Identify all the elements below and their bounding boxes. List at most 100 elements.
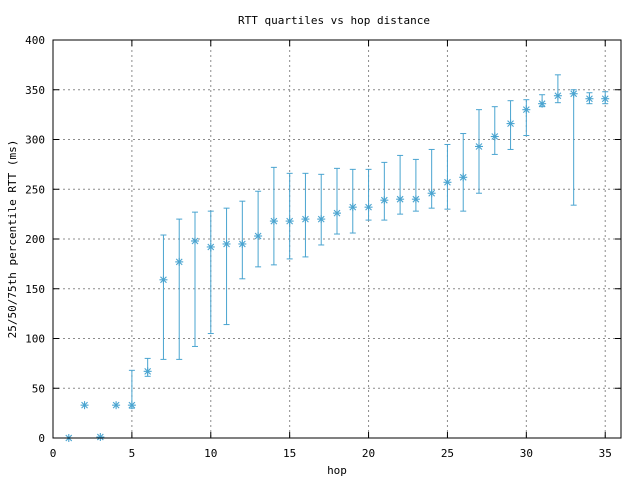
median-marker xyxy=(411,195,420,204)
median-marker xyxy=(254,232,263,241)
marker-stroke xyxy=(396,195,404,203)
error-bar xyxy=(207,210,214,335)
error-bar xyxy=(476,109,482,194)
error-bar xyxy=(444,143,451,210)
ticks xyxy=(52,39,621,439)
x-tick-label: 20 xyxy=(362,447,375,460)
x-tick-label: 35 xyxy=(599,447,612,460)
marker-stroke xyxy=(538,100,546,108)
y-tick-label: 300 xyxy=(25,134,45,147)
marker-stroke xyxy=(175,258,183,266)
error-bar xyxy=(176,218,183,360)
y-tick-label: 200 xyxy=(25,233,45,246)
marker-stroke xyxy=(428,189,436,197)
x-tick-label: 5 xyxy=(129,447,136,460)
median-marker xyxy=(427,189,436,198)
median-marker xyxy=(222,239,231,248)
grid xyxy=(53,40,621,438)
error-bar xyxy=(397,154,404,215)
error-bar xyxy=(318,173,325,246)
error-bar xyxy=(428,148,435,209)
error-bar xyxy=(349,168,356,234)
y-tick-label: 250 xyxy=(25,183,45,196)
marker-stroke xyxy=(96,433,104,441)
median-marker xyxy=(475,142,483,151)
median-marker xyxy=(538,99,547,108)
x-tick-label: 15 xyxy=(283,447,296,460)
marker-stroke xyxy=(238,240,246,248)
median-marker xyxy=(348,203,357,212)
median-marker xyxy=(96,433,105,442)
median-marker xyxy=(285,217,294,226)
marker-stroke xyxy=(601,95,609,103)
error-bar xyxy=(270,166,277,266)
error-bar xyxy=(255,190,262,268)
marker-stroke xyxy=(507,120,514,127)
error-bar xyxy=(286,172,293,260)
y-tick-label: 50 xyxy=(32,382,45,395)
error-bar xyxy=(160,234,167,360)
median-marker xyxy=(80,401,89,410)
median-marker xyxy=(553,91,562,100)
median-marker xyxy=(459,173,468,182)
error-bar xyxy=(460,133,467,212)
y-tick-label: 150 xyxy=(25,283,45,296)
marker-stroke xyxy=(459,173,467,181)
median-marker xyxy=(569,89,578,98)
error-bar xyxy=(334,167,340,235)
chart-title: RTT quartiles vs hop distance xyxy=(238,14,430,27)
y-tick-label: 100 xyxy=(25,333,45,346)
marker-stroke xyxy=(128,401,136,409)
marker-stroke xyxy=(522,106,530,114)
marker-stroke xyxy=(144,367,152,375)
marker-stroke xyxy=(286,217,294,225)
marker-stroke xyxy=(412,195,420,203)
median-marker xyxy=(522,105,531,114)
marker-stroke xyxy=(380,196,388,204)
median-marker xyxy=(317,215,326,224)
marker-stroke xyxy=(254,232,262,240)
median-marker xyxy=(301,215,310,224)
y-tick-label: 350 xyxy=(25,84,45,97)
marker-stroke xyxy=(223,240,230,248)
x-axis-label: hop xyxy=(327,464,347,477)
median-marker xyxy=(601,94,610,103)
y-axis-label: 25/50/75th percentile RTT (ms) xyxy=(6,140,19,339)
errorbars xyxy=(128,74,609,409)
error-bar xyxy=(491,106,498,155)
marker-stroke xyxy=(317,215,325,223)
error-bar xyxy=(223,207,230,326)
median-marker xyxy=(269,217,278,226)
median-marker xyxy=(490,132,499,141)
marker-stroke xyxy=(444,178,451,186)
median-marker xyxy=(506,119,515,128)
error-bar xyxy=(192,211,198,347)
marker-stroke xyxy=(81,401,88,409)
marker-stroke xyxy=(586,95,593,103)
error-bar xyxy=(365,168,372,221)
marker-stroke xyxy=(302,215,309,223)
marker-stroke xyxy=(554,92,562,100)
median-marker xyxy=(364,203,373,212)
median-marker xyxy=(396,195,405,204)
median-marker xyxy=(380,196,389,205)
y-tick-label: 0 xyxy=(38,432,45,445)
median-marker xyxy=(112,401,121,410)
marker-stroke xyxy=(191,237,199,245)
marker-stroke xyxy=(570,90,578,98)
median-marker xyxy=(238,239,247,248)
x-tick-label: 30 xyxy=(520,447,533,460)
marker-stroke xyxy=(491,133,499,140)
y-tick-label: 400 xyxy=(25,34,45,47)
marker-stroke xyxy=(270,217,278,225)
median-marker xyxy=(127,401,136,410)
median-marker xyxy=(333,209,341,218)
median-marker xyxy=(143,367,152,376)
x-tick-label: 10 xyxy=(204,447,217,460)
x-tick-label: 0 xyxy=(50,447,57,460)
marker-stroke xyxy=(160,276,167,284)
markers xyxy=(64,89,610,442)
